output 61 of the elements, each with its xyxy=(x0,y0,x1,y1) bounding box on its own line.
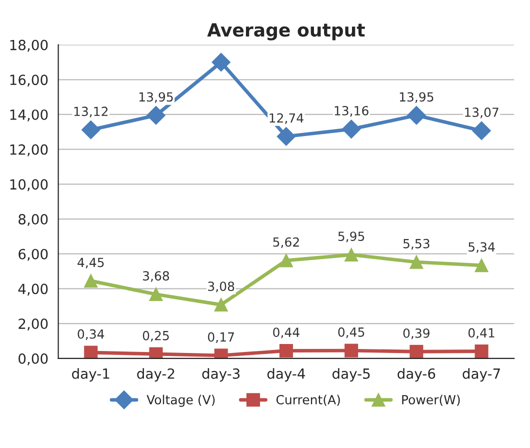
x-tick-label: day-1 xyxy=(72,368,110,382)
point xyxy=(344,248,358,262)
data-label: 13,95 xyxy=(139,92,173,103)
x-tick-label: day-5 xyxy=(332,368,370,382)
data-label: 5,53 xyxy=(403,238,430,250)
data-label: 13,07 xyxy=(465,108,498,118)
y-tick-label: 14,00 xyxy=(10,109,48,122)
point xyxy=(84,274,98,288)
data-label: 3,68 xyxy=(143,271,170,282)
point xyxy=(276,127,296,146)
x-tick-label: day-6 xyxy=(398,368,436,382)
point xyxy=(342,120,361,138)
data-label: 4,45 xyxy=(78,258,104,268)
point xyxy=(279,344,293,358)
data-label: 5,95 xyxy=(338,232,364,242)
data-label: 5,62 xyxy=(273,237,299,248)
data-label: 0,39 xyxy=(403,328,430,340)
data-label: 5,34 xyxy=(468,242,495,253)
point xyxy=(82,120,100,140)
point xyxy=(344,344,358,358)
data-label: 13,95 xyxy=(400,92,434,103)
point xyxy=(472,121,491,140)
y-tick-label: 2,00 xyxy=(18,318,48,330)
point xyxy=(279,254,293,268)
x-tick-label: day-3 xyxy=(202,368,240,382)
data-label: 0,45 xyxy=(338,327,364,338)
data-label: 3,08 xyxy=(208,282,234,292)
point xyxy=(407,106,426,125)
legend-label: Voltage (V) xyxy=(146,394,215,407)
y-tick-label: 12,00 xyxy=(10,144,48,156)
y-tick-label: 18,00 xyxy=(10,40,48,52)
data-label: 0,25 xyxy=(142,330,169,342)
data-label: 0,17 xyxy=(208,332,234,343)
point xyxy=(149,347,163,358)
y-tick-label: 16,00 xyxy=(10,74,48,87)
point xyxy=(410,255,424,269)
x-tick-label: day-7 xyxy=(462,368,500,382)
y-tick-label: 6,00 xyxy=(18,248,48,261)
data-label: 13,16 xyxy=(334,106,368,117)
data-label: 12,74 xyxy=(270,113,304,124)
y-tick-label: 4,00 xyxy=(18,284,48,296)
data-label: 13,12 xyxy=(74,106,108,118)
point xyxy=(474,258,488,272)
y-tick-label: 8,00 xyxy=(18,214,48,226)
x-tick-label: day-4 xyxy=(267,368,305,382)
data-label: 0,41 xyxy=(468,328,494,339)
data-label: 0,34 xyxy=(78,329,104,340)
point xyxy=(212,52,230,72)
point xyxy=(410,344,424,358)
y-tick-label: 0,00 xyxy=(18,353,48,366)
x-tick-label: day-2 xyxy=(137,368,174,382)
point xyxy=(474,344,488,358)
legend-label: Current(A) xyxy=(276,394,340,406)
point xyxy=(84,346,98,358)
point xyxy=(146,106,166,125)
chart-title: Average output xyxy=(207,23,365,40)
point xyxy=(149,288,163,302)
point xyxy=(214,298,228,312)
legend-label: Power(W) xyxy=(402,394,460,406)
data-label: 0,44 xyxy=(273,328,300,338)
y-tick-label: 10,00 xyxy=(10,179,48,192)
